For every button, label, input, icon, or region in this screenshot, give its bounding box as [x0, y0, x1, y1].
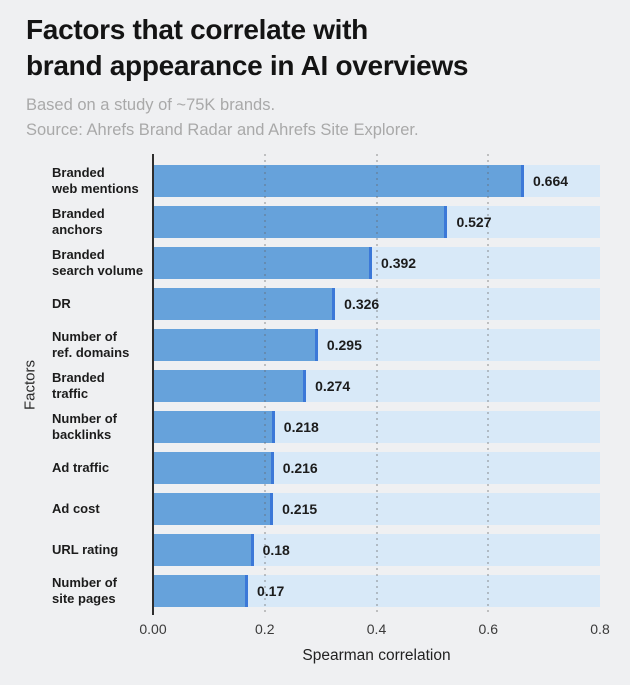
- value-label: 0.17: [256, 582, 285, 599]
- chart-row: Number of site pages 0.17: [0, 570, 630, 611]
- row-plot: 0.216: [153, 447, 600, 488]
- bar: [153, 533, 254, 566]
- category-label: Branded web mentions: [52, 164, 139, 196]
- chart-header: Factors that correlate with brand appear…: [0, 0, 630, 143]
- bar: [153, 328, 318, 361]
- value-label: 0.216: [282, 459, 318, 476]
- value-label: 0.18: [262, 541, 290, 558]
- bar: [153, 574, 248, 607]
- chart-row: URL rating 0.18: [0, 529, 630, 570]
- row-plot: 0.215: [153, 488, 600, 529]
- category-label: Ad cost: [52, 500, 100, 516]
- chart-row: Branded traffic 0.274: [0, 365, 630, 406]
- subtitle-source-note: Source: Ahrefs Brand Radar and Ahrefs Si…: [26, 121, 419, 139]
- x-tick-label: 0.6: [478, 621, 498, 637]
- chart-subtitle: Based on a study of ~75K brands. Source:…: [26, 93, 604, 143]
- row-plot: 0.274: [153, 365, 600, 406]
- bar: [153, 369, 307, 402]
- chart-row: Number of backlinks 0.218: [0, 406, 630, 447]
- row-plot: 0.527: [153, 201, 600, 242]
- bar: [153, 451, 274, 484]
- bar-chart: Factors Branded web mentions 0.664 Brand…: [0, 154, 630, 665]
- bar: [153, 246, 373, 279]
- category-label: Number of ref. domains: [52, 328, 130, 360]
- value-label: 0.295: [326, 336, 362, 353]
- value-label: 0.274: [315, 377, 351, 394]
- category-label: Ad traffic: [52, 459, 110, 475]
- value-label: 0.527: [456, 213, 492, 230]
- x-axis-ticks: 0.00 0.2 0.4 0.6 0.8: [0, 621, 630, 641]
- bar: [153, 164, 524, 197]
- chart-row: Branded web mentions 0.664: [0, 160, 630, 201]
- chart-row: Number of ref. domains 0.295: [0, 324, 630, 365]
- category-label: Number of site pages: [52, 574, 117, 606]
- chart-row: Ad traffic 0.216: [0, 447, 630, 488]
- chart-row: DR 0.326: [0, 283, 630, 324]
- bar: [153, 287, 336, 320]
- value-label: 0.218: [283, 418, 319, 435]
- category-label: Branded anchors: [52, 205, 105, 237]
- x-tick-label: 0.4: [366, 621, 387, 637]
- chart-rows: Branded web mentions 0.664 Branded ancho…: [0, 154, 630, 611]
- page-title-line-2: brand appearance in AI overviews: [26, 50, 469, 81]
- x-tick-label: 0.00: [139, 621, 167, 637]
- row-plot: 0.218: [153, 406, 600, 447]
- chart-row: Ad cost 0.215: [0, 488, 630, 529]
- row-plot: 0.18: [153, 529, 600, 570]
- row-plot: 0.326: [153, 283, 600, 324]
- row-plot: 0.17: [153, 570, 600, 611]
- category-label: DR: [52, 295, 71, 311]
- x-tick-label: 0.2: [255, 621, 275, 637]
- subtitle-study-note: Based on a study of ~75K brands.: [26, 96, 276, 114]
- bar: [153, 492, 274, 525]
- value-label: 0.392: [381, 254, 417, 271]
- category-label: URL rating: [52, 541, 119, 557]
- category-label: Branded search volume: [52, 246, 144, 278]
- page-title: Factors that correlate with brand appear…: [26, 12, 604, 84]
- page-title-line-1: Factors that correlate with: [26, 14, 368, 45]
- plot-area: Factors Branded web mentions 0.664 Brand…: [0, 154, 630, 615]
- y-axis-line: [151, 154, 154, 615]
- chart-row: Branded search volume 0.392: [0, 242, 630, 283]
- row-plot: 0.392: [153, 242, 600, 283]
- value-label: 0.326: [344, 295, 380, 312]
- category-label: Branded traffic: [52, 369, 105, 401]
- value-label: 0.215: [282, 500, 318, 517]
- chart-row: Branded anchors 0.527: [0, 201, 630, 242]
- row-plot: 0.664: [153, 160, 600, 201]
- bar: [153, 205, 448, 238]
- bar: [153, 410, 275, 443]
- row-plot: 0.295: [153, 324, 600, 365]
- x-axis-title: Spearman correlation: [302, 647, 451, 664]
- x-tick-label: 0.8: [590, 621, 610, 637]
- category-label: Number of backlinks: [52, 410, 117, 442]
- value-label: 0.664: [533, 172, 569, 189]
